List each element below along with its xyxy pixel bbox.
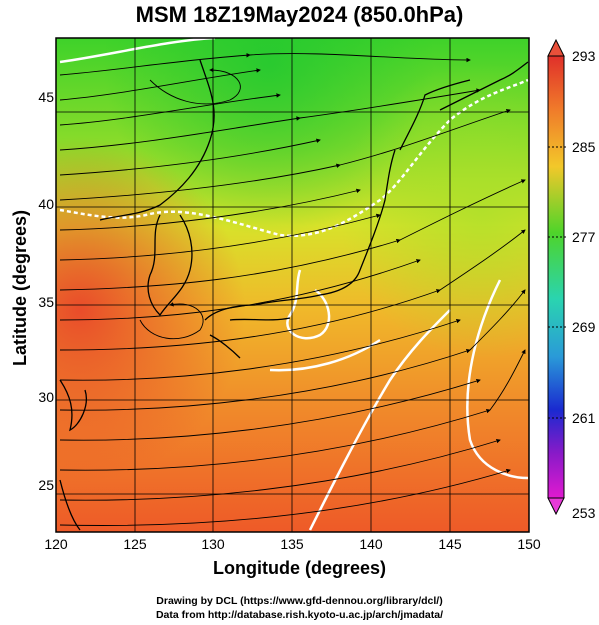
y-tick-label: 45 [38, 89, 54, 105]
x-tick-label: 145 [438, 536, 462, 552]
colorbar-max-arrow [547, 38, 565, 57]
credit-data-source: Data from http://database.rish.kyoto-u.a… [155, 609, 444, 621]
colorbar-tick-label: 277 [572, 229, 596, 245]
y-tick-label: 25 [38, 477, 54, 493]
colorbar [547, 38, 566, 516]
map-title: MSM 18Z19May2024 (850.0hPa) [135, 2, 464, 27]
colorbar-tick-label: 269 [572, 319, 596, 335]
x-tick-label: 125 [123, 536, 147, 552]
colorbar-tick-label: 285 [572, 139, 596, 155]
colorbar-tick-label: 261 [572, 410, 596, 426]
contour-lines [59, 38, 529, 531]
colorbar-min-arrow [547, 497, 565, 516]
y-tick-label: 40 [38, 196, 54, 212]
y-axis-label: Latitude (degrees) [10, 209, 30, 367]
x-tick-label: 135 [280, 536, 304, 552]
y-tick-label: 35 [38, 294, 54, 310]
plot-frame [55, 37, 530, 533]
x-tick-label: 130 [201, 536, 225, 552]
x-axis-label: Longitude (degrees) [212, 558, 386, 578]
x-tick-label: 120 [44, 536, 68, 552]
credit-drawing: Drawing by DCL (https://www.gfd-dennou.o… [156, 595, 443, 607]
x-tick-label: 140 [359, 536, 383, 552]
colorbar-tick-label: 253 [572, 505, 596, 521]
y-tick-label: 30 [38, 389, 54, 405]
colorbar-tick-label: 293 [572, 48, 596, 64]
x-tick-label: 150 [517, 536, 541, 552]
